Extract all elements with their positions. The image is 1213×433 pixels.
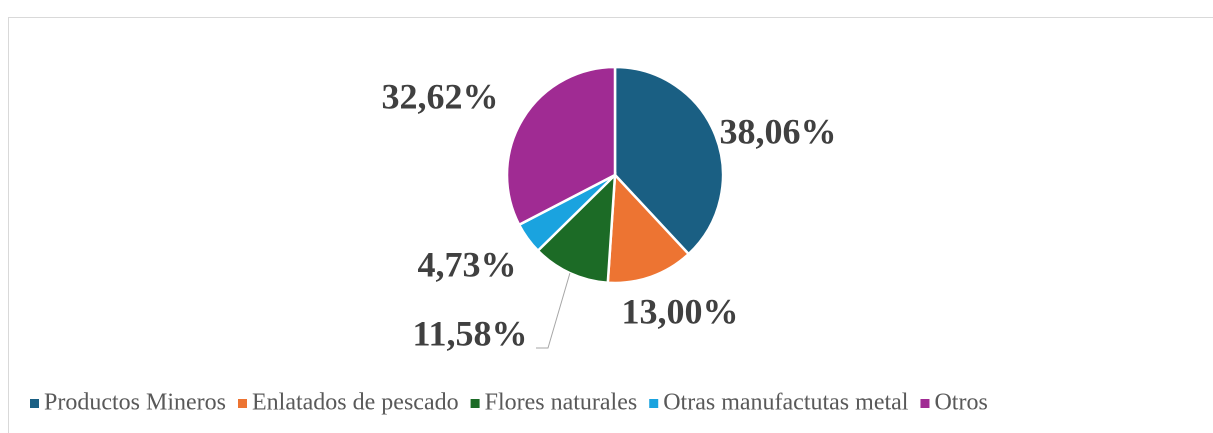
chart-frame [8,17,1213,433]
legend-label: Otros [934,390,987,416]
data-label: 38,06% [720,111,837,151]
legend-label: Productos Mineros [44,390,226,416]
legend-label: Flores naturales [485,390,638,416]
legend-swatch [238,399,247,408]
pie-slice [505,65,617,227]
legend-swatch [470,399,480,408]
legend-swatch [920,399,930,408]
leader-line [536,272,571,349]
legend-swatch [649,399,659,408]
data-label: 11,58% [412,313,527,353]
legend-swatch [30,399,39,408]
legend-label: Enlatados de pescado [252,390,459,416]
legend-label: Otras manufactutas metal [663,390,909,416]
data-label: 4,73% [418,244,517,284]
data-label: 32,62% [382,76,499,116]
pie-slice [613,65,725,256]
pie-slice [606,172,691,285]
data-label: 13,00% [622,291,739,331]
pie-slice [536,171,617,285]
